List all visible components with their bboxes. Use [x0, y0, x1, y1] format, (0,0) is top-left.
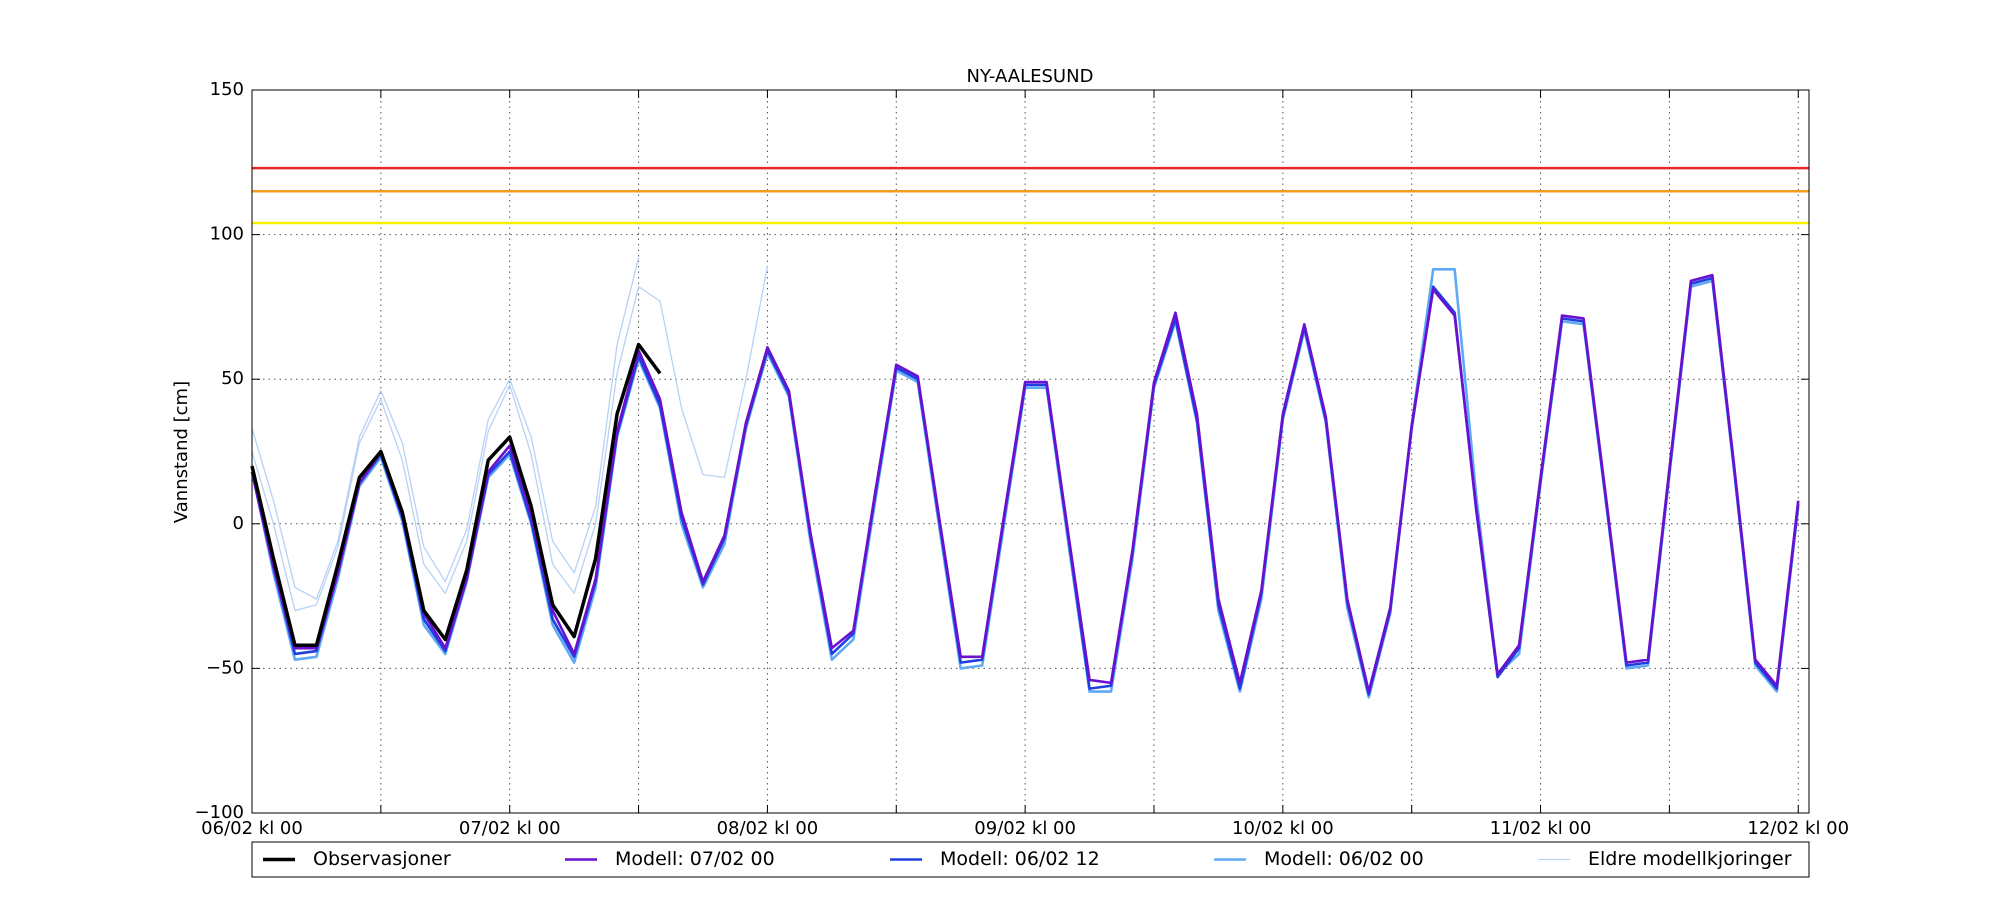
y-axis-label: Vannstand [cm]: [171, 381, 192, 523]
x-tick-label: 09/02 kl 00: [974, 818, 1076, 839]
y-tick-label: 100: [210, 224, 244, 245]
older-run-line: [251, 257, 640, 600]
y-tick-label: 150: [210, 79, 244, 100]
series-line: [250, 342, 662, 648]
y-tick-label: −50: [206, 657, 244, 678]
x-tick-label: 10/02 kl 00: [1232, 818, 1334, 839]
series-line: [250, 273, 1800, 693]
x-tick-label: 08/02 kl 00: [717, 818, 819, 839]
legend-label: Eldre modellkjoringer: [1588, 848, 1792, 870]
legend-label: Observasjoner: [313, 848, 451, 870]
older-run-line: [251, 266, 769, 612]
y-tick-label: −100: [195, 802, 244, 823]
plot-frame: [251, 89, 1810, 814]
x-tick-label: 11/02 kl 00: [1490, 818, 1592, 839]
x-tick-label: 12/02 kl 00: [1747, 818, 1849, 839]
legend-label: Modell: 06/02 00: [1264, 848, 1424, 870]
x-tick-label: 07/02 kl 00: [459, 818, 561, 839]
x-tick-label: 06/02 kl 00: [201, 818, 303, 839]
y-tick-label: 50: [221, 368, 244, 389]
y-tick-label: 0: [233, 513, 244, 534]
legend-label: Modell: 07/02 00: [615, 848, 775, 870]
legend-label: Modell: 06/02 12: [940, 848, 1100, 870]
chart-title: NY-AALESUND: [967, 66, 1094, 87]
